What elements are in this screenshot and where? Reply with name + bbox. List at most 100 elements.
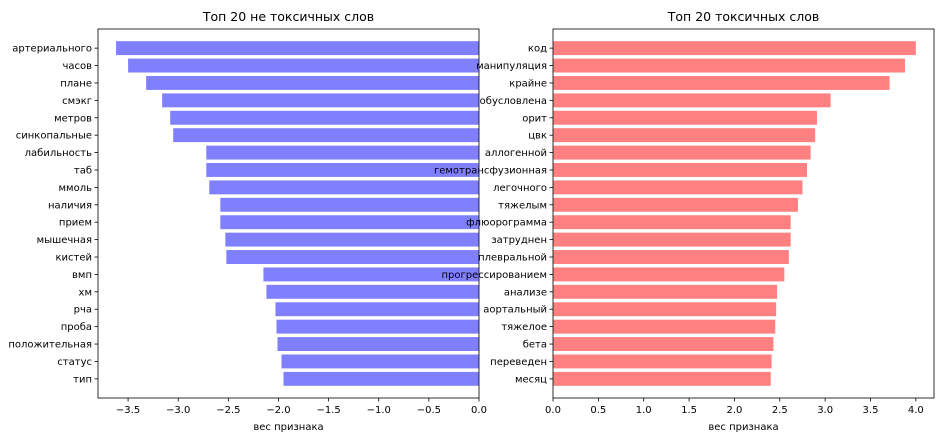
bar [553,163,807,177]
y-tick-label: вмп [72,270,92,281]
bar [553,337,774,352]
y-tick-label: проба [61,322,92,333]
x-tick-label: 0.5 [590,405,606,416]
bar [263,267,479,282]
y-tick-label: прием [59,218,92,229]
bar [220,197,480,212]
y-tick-label: переведен [490,357,547,368]
bar [553,58,905,73]
x-tick-label: 0.0 [471,405,487,416]
bar [553,145,811,160]
bar [553,128,816,143]
chart-title: Топ 20 токсичных слов [667,9,819,24]
bar [146,75,479,90]
bar [553,93,831,108]
bar [553,302,777,317]
y-tick-label: цвк [528,131,547,142]
bar [553,197,798,212]
x-tick-label: −3.0 [166,405,190,416]
y-tick-label: наличия [48,200,92,211]
chart-panel-non-toxic: вес признака артериального часов плане смэк… [8,9,487,433]
bar [281,354,479,369]
y-tick-label: ммоль [59,183,93,194]
bar [226,250,479,264]
bar [553,319,776,334]
x-axis-label: вес признака [253,422,323,433]
x-tick-label: 2.0 [726,405,742,416]
bar [220,215,480,230]
bar [553,250,789,264]
y-tick-label: положительная [8,340,92,351]
y-tick-label: орит [522,113,547,124]
x-tick-label: 3.5 [863,405,879,416]
y-tick-label: тип [73,374,92,385]
y-tick-label: хм [79,287,92,298]
bar [173,128,479,143]
bar [225,232,479,247]
bar [128,58,479,73]
y-tick-label: крайне [509,78,547,89]
plot-frame [97,28,480,399]
y-tick-label: флюорограмма [466,218,547,229]
y-tick-label: лабильность [25,148,92,159]
x-tick-label: 0.0 [545,405,561,416]
x-axis-label: вес признака [708,422,778,433]
y-tick-label: артериального [12,44,92,55]
y-tick-label: тяжелое [501,322,547,333]
y-tick-label: месяц [515,374,547,385]
bar [553,110,817,125]
y-tick-label: обусловлена [480,96,547,107]
y-tick-label: легочного [493,183,547,194]
bar [275,302,479,317]
y-tick-label: плане [60,78,92,89]
bar [116,41,480,56]
y-tick-label: статус [57,357,92,368]
x-tick-label: 3.0 [817,405,833,416]
y-tick-label: смэкг [62,96,92,107]
x-tick-label: −2.0 [266,405,290,416]
x-tick-label: −1.0 [367,405,391,416]
x-tick-label: −0.5 [417,405,441,416]
x-tick-label: −1.5 [316,405,340,416]
y-tick-label: часов [62,61,92,72]
bar [553,215,791,230]
y-tick-label: прогрессированием [442,270,547,281]
x-tick-label: 1.0 [636,405,652,416]
bar [206,163,479,177]
y-tick-label: кистей [55,253,92,264]
bar [553,41,916,56]
y-tick-label: бета [523,340,547,351]
y-tick-label: рча [74,305,92,316]
bar [209,180,479,195]
y-tick-label: анализе [504,287,547,298]
bar [553,75,890,90]
y-tick-label: манипуляция [476,61,547,72]
y-tick-label: таб [74,165,92,176]
bar [553,180,803,195]
y-tick-label: код [528,44,547,55]
y-tick-label: метров [54,113,92,124]
x-tick-label: 1.5 [681,405,697,416]
bar [162,93,479,108]
chart-panel-toxic: вес признака код манипуляция крайне обуслов… [434,9,935,433]
x-tick-label: −2.5 [216,405,240,416]
bar [553,371,771,386]
bar [206,145,479,160]
x-tick-label: 2.5 [772,405,788,416]
bar [553,284,778,299]
bar [553,354,772,369]
x-tick-label: −3.5 [116,405,140,416]
y-tick-label: затруднен [491,235,547,246]
y-tick-label: аортальный [483,305,547,316]
bar [266,284,479,299]
y-tick-label: аллогенной [485,148,547,159]
x-tick-label: 4.0 [908,405,924,416]
plot-frame [552,28,935,399]
bar [283,371,479,386]
y-tick-label: мышечная [37,235,92,246]
y-tick-label: гемотрансфузионная [434,165,547,176]
bar [553,232,791,247]
bar [277,337,479,352]
chart-title: Топ 20 не токсичных слов [202,9,374,24]
